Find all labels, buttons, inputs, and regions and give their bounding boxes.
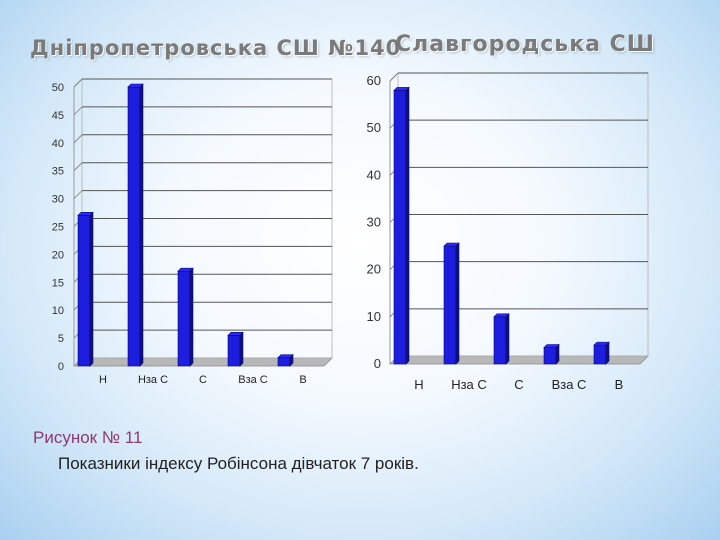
y-tick-label: 5 — [58, 333, 64, 345]
figure-caption: Показники індексу Робінсона дівчаток 7 р… — [58, 454, 419, 473]
bar-dnipro-3 — [177, 267, 194, 367]
y-tick-label: 30 — [52, 194, 64, 206]
gridline-depth — [73, 134, 83, 144]
x-category-label: В — [299, 374, 306, 386]
x-category-label: Вза С — [238, 374, 268, 386]
y-tick-label: 35 — [52, 166, 64, 178]
gridline-depth — [73, 106, 83, 116]
y-tick-label: 25 — [52, 222, 64, 234]
y-tick-label: 50 — [367, 120, 381, 135]
y-tick-label: 60 — [367, 73, 381, 88]
bar-slavgorod-5 — [593, 341, 610, 365]
x-category-label: С — [514, 377, 523, 392]
y-tick-label: 30 — [367, 215, 381, 230]
figure-label: Рисунок № 11 — [33, 428, 143, 447]
y-tick-label: 15 — [52, 277, 64, 289]
bar-dnipro-1 — [77, 211, 94, 367]
y-tick-label: 0 — [58, 361, 64, 373]
gridline-depth — [73, 190, 83, 199]
x-category-label: В — [615, 377, 624, 392]
y-tick-label: 10 — [367, 309, 381, 324]
x-category-label: Нза С — [451, 377, 487, 392]
bar-slavgorod-2 — [443, 242, 460, 365]
chart-title-slavgorod: Славгородська СШ — [395, 32, 655, 57]
bar-slavgorod-4 — [543, 343, 560, 365]
bar-slavgorod-1 — [393, 86, 410, 365]
chart-title-dnipro: Дніпропетровська СШ №140 — [30, 36, 402, 60]
y-tick-label: 0 — [374, 356, 381, 371]
x-category-label: Н — [414, 377, 423, 392]
y-tick-label: 50 — [52, 82, 64, 94]
bar-dnipro-4 — [227, 331, 244, 367]
y-tick-label: 20 — [52, 249, 64, 261]
gridline-depth — [389, 72, 399, 82]
gridline-depth — [73, 162, 83, 171]
bar-slavgorod-3 — [493, 313, 510, 365]
x-category-label: Нза С — [138, 374, 168, 386]
x-category-label: Н — [99, 374, 107, 386]
gridline-depth — [73, 78, 83, 88]
x-category-label: С — [199, 374, 207, 386]
y-tick-label: 40 — [367, 167, 381, 182]
y-tick-label: 10 — [52, 305, 64, 317]
y-tick-label: 45 — [52, 110, 64, 122]
bar-dnipro-2 — [127, 83, 144, 367]
y-tick-label: 40 — [52, 138, 64, 150]
bar-dnipro-5 — [277, 353, 294, 367]
y-tick-label: 20 — [367, 262, 381, 277]
x-category-label: Вза С — [552, 377, 587, 392]
